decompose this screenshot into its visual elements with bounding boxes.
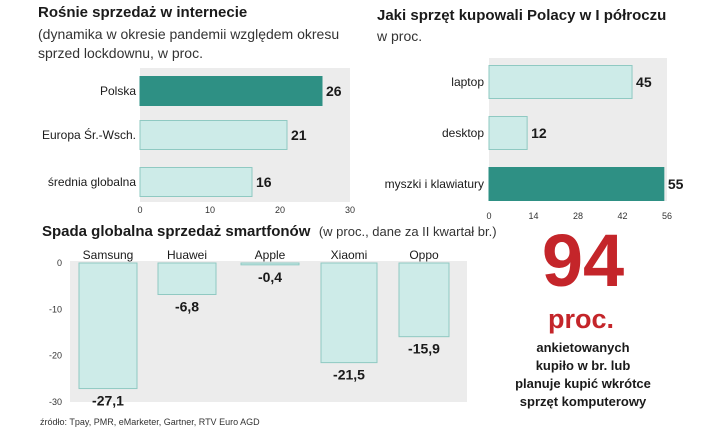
- smartphone-sales-value-label: -21,5: [333, 367, 365, 383]
- hardware-purchases-tick-label: 28: [573, 211, 583, 221]
- callout: 94 proc. ankietowanych kupiło w br. lub …: [515, 219, 651, 409]
- hardware-purchases-bar-myszki-i-klawiatury: [488, 167, 665, 201]
- hardware-purchases-value-label: 45: [636, 74, 652, 90]
- hardware-purchases-category-label: laptop: [451, 75, 484, 89]
- callout-text-line: planuje kupić wkrótce: [515, 376, 651, 391]
- callout-unit: proc.: [548, 304, 614, 334]
- hardware-purchases-subtitle: w proc.: [376, 28, 422, 44]
- callout-text-line: kupiło w br. lub: [536, 358, 631, 373]
- source-note: źródło: Tpay, PMR, eMarketer, Gartner, R…: [40, 417, 260, 427]
- internet-sales-category-label: Polska: [100, 84, 136, 98]
- smartphone-sales-title-row: Spada globalna sprzedaż smartfonów (w pr…: [42, 223, 497, 240]
- smartphone-sales-bar-huawei: [157, 262, 217, 296]
- smartphone-sales-value-label: -0,4: [258, 269, 282, 285]
- internet-sales-title: Rośnie sprzedaż w internecie: [38, 4, 247, 21]
- smartphone-sales-value-label: -6,8: [175, 299, 199, 315]
- smartphone-sales-category-label: Xiaomi: [331, 248, 368, 262]
- smartphone-sales-tick-label: 0: [57, 258, 62, 268]
- smartphone-sales-title-note: (w proc., dane za II kwartał br.): [319, 224, 497, 239]
- internet-sales-value-label: 21: [291, 127, 307, 143]
- smartphone-sales-chart: Spada globalna sprzedaż smartfonów (w pr…: [42, 223, 497, 409]
- smartphone-sales-category-label: Oppo: [409, 248, 439, 262]
- hardware-purchases-tick-label: 42: [617, 211, 627, 221]
- internet-sales-category-label: średnia globalna: [48, 175, 136, 189]
- internet-sales-value-label: 16: [256, 174, 272, 190]
- smartphone-sales-category-label: Huawei: [167, 248, 207, 262]
- callout-text-line: ankietowanych: [536, 340, 629, 355]
- smartphone-sales-value-label: -15,9: [408, 341, 440, 357]
- internet-sales-bar-rednia-globalna: [139, 167, 253, 197]
- internet-sales-subtitle-line: (dynamika w okresie pandemii względem ok…: [38, 26, 339, 42]
- smartphone-sales-title: Spada globalna sprzedaż smartfonów: [42, 223, 311, 240]
- hardware-purchases-tick-label: 14: [528, 211, 538, 221]
- internet-sales-tick-label: 0: [137, 205, 142, 215]
- callout-text-line: sprzęt komputerowy: [520, 394, 647, 409]
- hardware-purchases-title: Jaki sprzęt kupowali Polacy w I półroczu: [377, 7, 666, 24]
- smartphone-sales-bar-xiaomi: [320, 262, 378, 364]
- hardware-purchases-category-label: desktop: [442, 126, 484, 140]
- smartphone-sales-bar-apple: [240, 262, 300, 266]
- smartphone-sales-tick-label: -20: [49, 351, 62, 361]
- internet-sales-category-label: Europa Śr.-Wsch.: [42, 127, 136, 142]
- internet-sales-tick-label: 10: [205, 205, 215, 215]
- hardware-purchases-category-label: myszki i klawiatury: [385, 177, 484, 191]
- internet-sales-tick-label: 30: [345, 205, 355, 215]
- smartphone-sales-bar-samsung: [78, 262, 138, 390]
- internet-sales-subtitle-line: sprzed lockdownu, w proc.: [38, 45, 203, 61]
- hardware-purchases-bar-laptop: [488, 65, 633, 99]
- hardware-purchases-tick-label: 56: [662, 211, 672, 221]
- internet-sales-chart: Rośnie sprzedaż w internecie (dynamika w…: [38, 4, 355, 215]
- hardware-purchases-value-label: 12: [531, 125, 547, 141]
- hardware-purchases-chart: Jaki sprzęt kupowali Polacy w I półroczu…: [376, 7, 684, 221]
- smartphone-sales-category-label: Samsung: [83, 248, 134, 262]
- smartphone-sales-category-label: Apple: [255, 248, 286, 262]
- internet-sales-tick-label: 20: [275, 205, 285, 215]
- hardware-purchases-value-label: 55: [668, 176, 684, 192]
- smartphone-sales-tick-label: -10: [49, 304, 62, 314]
- smartphone-sales-bar-oppo: [398, 262, 450, 338]
- internet-sales-bar-polska: [139, 76, 323, 106]
- smartphone-sales-tick-label: -30: [49, 397, 62, 407]
- smartphone-sales-value-label: -27,1: [92, 393, 124, 409]
- internet-sales-bar-europa-r-wsch: [139, 120, 288, 150]
- hardware-purchases-tick-label: 0: [486, 211, 491, 221]
- internet-sales-value-label: 26: [326, 83, 342, 99]
- hardware-purchases-bar-desktop: [488, 116, 528, 150]
- callout-number: 94: [542, 219, 624, 302]
